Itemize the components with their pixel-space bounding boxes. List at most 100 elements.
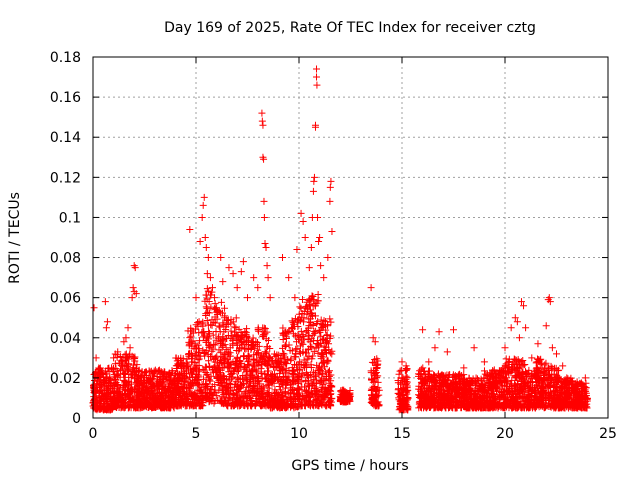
data-point (164, 393, 172, 401)
data-point (185, 367, 193, 375)
data-point (211, 381, 219, 389)
data-point (210, 388, 218, 396)
data-point (209, 331, 217, 339)
data-point (117, 366, 125, 374)
data-point (201, 234, 209, 241)
data-point (192, 392, 200, 400)
data-point (296, 303, 304, 311)
y-tick-label: 0.08 (50, 251, 81, 267)
data-point (139, 402, 147, 410)
data-point (157, 394, 165, 402)
data-point (264, 274, 272, 282)
data-point (119, 354, 127, 362)
data-point (297, 209, 305, 217)
data-point (194, 319, 202, 327)
data-point (199, 201, 207, 209)
data-point (211, 300, 219, 308)
data-point (102, 324, 110, 332)
data-point (159, 403, 167, 411)
data-point (199, 375, 207, 383)
data-point (239, 258, 247, 266)
data-point (146, 375, 154, 383)
y-tick-label: 0 (72, 411, 81, 427)
data-point (165, 371, 173, 379)
data-point (110, 371, 118, 379)
scatter-points (89, 65, 591, 414)
data-point (121, 370, 129, 378)
data-point (101, 298, 109, 306)
data-point (124, 386, 132, 394)
data-point (178, 390, 186, 398)
data-point (172, 401, 180, 409)
data-point (102, 370, 110, 378)
data-point (208, 284, 216, 292)
data-point (164, 385, 172, 393)
data-point (542, 322, 550, 330)
data-point (125, 403, 133, 411)
data-point (206, 342, 214, 350)
data-point (103, 392, 111, 400)
data-point (173, 357, 181, 365)
data-point (174, 388, 182, 396)
data-point (522, 324, 530, 332)
data-point (215, 322, 223, 330)
data-point (326, 197, 334, 205)
data-point (232, 314, 240, 322)
data-point (111, 376, 119, 384)
data-point (202, 291, 210, 299)
x-tick-label: 25 (599, 426, 617, 442)
data-point (186, 388, 194, 396)
data-point (165, 397, 173, 405)
data-point (305, 264, 313, 272)
data-point (95, 364, 103, 372)
data-point (194, 397, 202, 405)
data-point (229, 270, 237, 278)
data-point (202, 310, 210, 318)
data-point (324, 254, 332, 262)
data-point (147, 404, 155, 412)
data-point (137, 403, 145, 411)
data-point (258, 109, 266, 117)
data-point (528, 354, 536, 362)
data-point (214, 334, 222, 342)
data-point (310, 173, 318, 181)
data-point (398, 358, 406, 366)
x-tick-label: 5 (192, 426, 201, 442)
data-point (201, 394, 209, 402)
data-point (162, 388, 170, 396)
data-point (196, 238, 204, 246)
data-point (460, 364, 468, 372)
data-point (135, 400, 143, 408)
data-point (125, 366, 133, 374)
data-point (534, 340, 542, 348)
data-point (254, 284, 262, 292)
data-point (203, 270, 211, 278)
data-point (165, 369, 173, 377)
data-point (131, 375, 139, 383)
data-point (328, 227, 336, 235)
data-point (153, 399, 161, 407)
data-point (309, 187, 317, 195)
data-point (316, 234, 324, 241)
data-point (187, 324, 195, 332)
data-point (175, 371, 183, 379)
data-point (199, 402, 207, 410)
data-point (204, 374, 212, 382)
data-point (93, 402, 101, 410)
data-point (200, 193, 208, 201)
x-tick-label: 0 (89, 426, 98, 442)
data-point (174, 379, 182, 387)
data-point (210, 340, 218, 348)
y-tick-label: 0.02 (50, 371, 81, 387)
data-point (174, 361, 182, 369)
data-point (203, 370, 211, 378)
data-point (93, 399, 101, 407)
data-point (266, 294, 274, 302)
data-point (116, 390, 124, 398)
data-point (401, 366, 409, 374)
data-point (207, 303, 215, 311)
data-point (186, 225, 194, 233)
y-axis-label: ROTI / TECUs (7, 192, 23, 284)
data-point (140, 373, 148, 381)
data-point (158, 369, 166, 377)
